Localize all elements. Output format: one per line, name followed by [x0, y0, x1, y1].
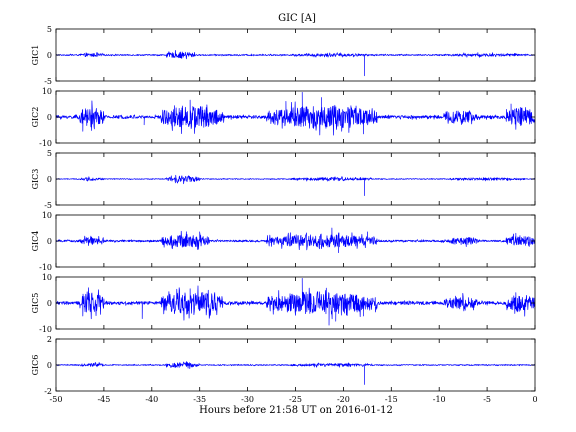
- panel-ylabel: GIC3: [31, 169, 40, 190]
- x-tick-label: -45: [97, 395, 110, 404]
- y-tick-label: -10: [39, 139, 52, 148]
- x-tick-label: -20: [337, 395, 350, 404]
- y-tick-label: 10: [42, 87, 52, 96]
- gic-trace-4: [56, 227, 535, 254]
- y-tick-label: -2: [44, 387, 52, 396]
- x-tick-label: -35: [193, 395, 206, 404]
- y-tick-label: 0: [47, 113, 52, 122]
- x-tick-label: -40: [145, 395, 158, 404]
- panel-2: -10 0 10 GIC2: [31, 87, 536, 148]
- y-tick-label: 0: [47, 361, 52, 370]
- panel-ylabel: GIC6: [31, 355, 40, 376]
- y-tick-label: 0: [47, 237, 52, 246]
- y-tick-label: 0: [47, 175, 52, 184]
- gic-trace-3: [56, 174, 535, 196]
- x-tick-label: -5: [483, 395, 491, 404]
- x-tick-label: 0: [532, 395, 537, 404]
- x-tick-label: -25: [289, 395, 302, 404]
- x-tick-label: -15: [385, 395, 398, 404]
- y-tick-label: 0: [47, 299, 52, 308]
- panel-4: -10 0 10 GIC4: [31, 211, 536, 272]
- y-tick-label: 10: [42, 211, 52, 220]
- panel-ylabel: GIC5: [31, 293, 40, 314]
- panel-ylabel: GIC4: [31, 231, 40, 252]
- gic-trace-1: [56, 50, 535, 77]
- y-tick-label: 5: [47, 25, 52, 34]
- y-tick-label: -10: [39, 263, 52, 272]
- y-tick-label: -5: [44, 201, 52, 210]
- y-tick-label: 10: [42, 273, 52, 282]
- y-tick-label: 5: [47, 149, 52, 158]
- x-tick-label: -30: [241, 395, 254, 404]
- panel-ylabel: GIC2: [31, 107, 40, 128]
- panels-container: -505GIC1-10010GIC2-505GIC3-10010GIC4-100…: [31, 25, 538, 404]
- panel-ylabel: GIC1: [31, 45, 40, 66]
- panel-5: -10 0 10 GIC5: [31, 273, 536, 334]
- x-tick-label: -10: [433, 395, 446, 404]
- chart-title: GIC [A]: [278, 13, 316, 24]
- gic-trace-6: [56, 361, 535, 385]
- y-tick-label: -10: [39, 325, 52, 334]
- gic-trace-2: [56, 91, 535, 136]
- y-tick-label: -5: [44, 77, 52, 86]
- panel-1: -5 0 5 GIC1: [31, 25, 536, 86]
- panel-3: -5 0 5 GIC3: [31, 149, 536, 210]
- gic-trace-5: [56, 277, 535, 326]
- x-axis-label: Hours before 21:58 UT on 2016-01-12: [199, 405, 393, 416]
- y-tick-label: 2: [47, 335, 52, 344]
- x-tick-label: -50: [50, 395, 63, 404]
- y-tick-label: 0: [47, 51, 52, 60]
